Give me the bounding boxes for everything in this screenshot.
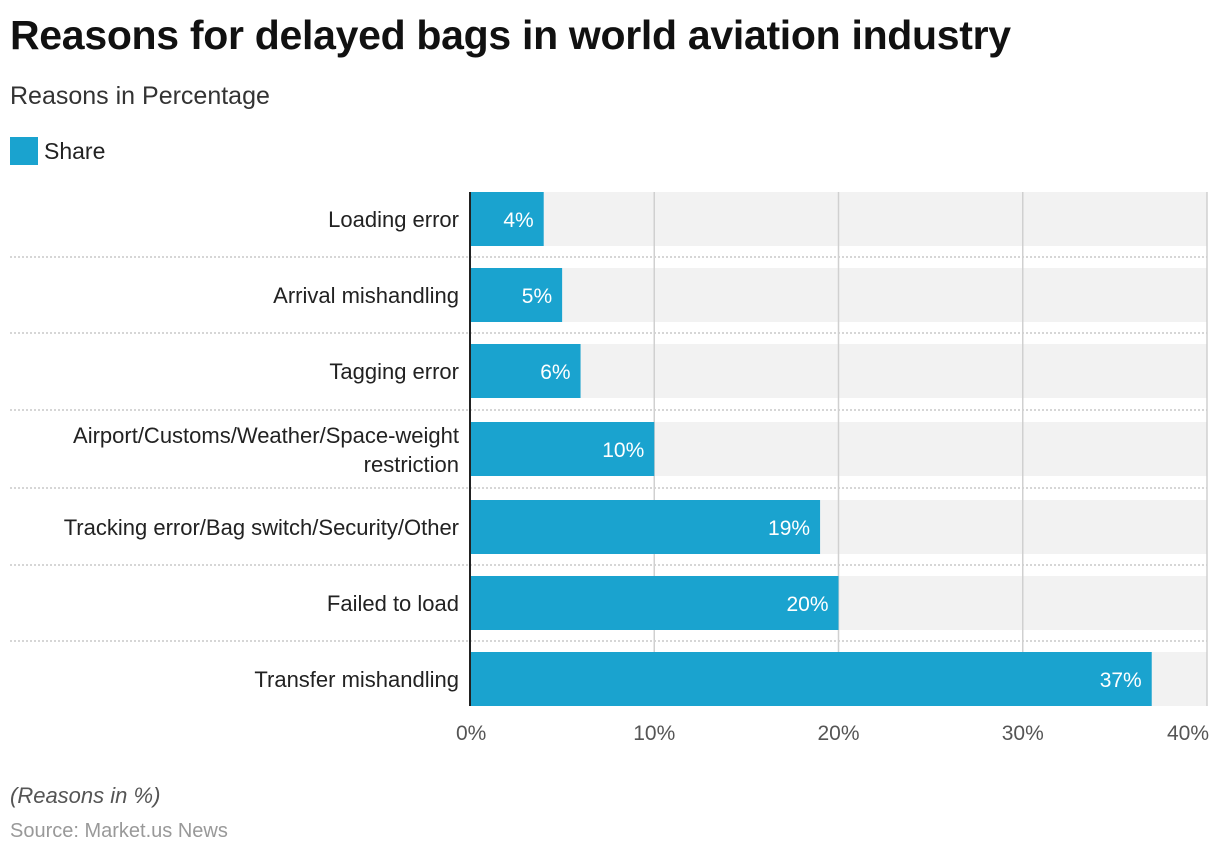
data-label: 6%: [540, 361, 570, 384]
bar-chart: 4% 5% 6% 10% 19% 20% 37% Loading error Arrival m…: [10, 192, 1209, 745]
x-tick-label: 20%: [817, 722, 859, 745]
bar: [470, 192, 544, 246]
bar: [470, 576, 839, 630]
category-label-line: restriction: [364, 452, 459, 477]
bar: [470, 500, 821, 554]
bar: [470, 652, 1152, 706]
category-label: Tagging error: [329, 359, 459, 384]
category-label-line: Airport/Customs/Weather/Space-weight: [73, 423, 459, 448]
chart-note: (Reasons in %): [10, 783, 161, 808]
data-label: 37%: [1100, 669, 1142, 692]
legend-label: Share: [44, 137, 106, 164]
chart-source: Source: Market.us News: [10, 820, 228, 842]
data-label: 5%: [522, 285, 552, 308]
legend-swatch: [10, 137, 38, 165]
bar: [470, 422, 655, 476]
x-tick-label: 30%: [1002, 722, 1044, 745]
chart-subtitle: Reasons in Percentage: [10, 82, 270, 110]
data-label: 19%: [768, 517, 810, 540]
data-label: 4%: [503, 209, 533, 232]
bar: [470, 268, 563, 322]
category-label: Tracking error/Bag switch/Security/Other: [64, 515, 459, 540]
chart-title: Reasons for delayed bags in world aviati…: [10, 12, 1011, 58]
x-tick-label: 10%: [633, 722, 675, 745]
data-label: 20%: [786, 593, 828, 616]
x-tick-label: 0%: [456, 722, 486, 745]
category-label: Airport/Customs/Weather/Space-weight rest…: [73, 423, 459, 477]
category-label: Transfer mishandling: [254, 667, 459, 692]
x-tick-label: 40%: [1167, 722, 1209, 745]
category-label: Failed to load: [327, 591, 459, 616]
category-label: Arrival mishandling: [273, 283, 459, 308]
legend: Share: [10, 137, 105, 165]
category-label: Loading error: [328, 207, 459, 232]
bar: [470, 344, 581, 398]
data-label: 10%: [602, 439, 644, 462]
